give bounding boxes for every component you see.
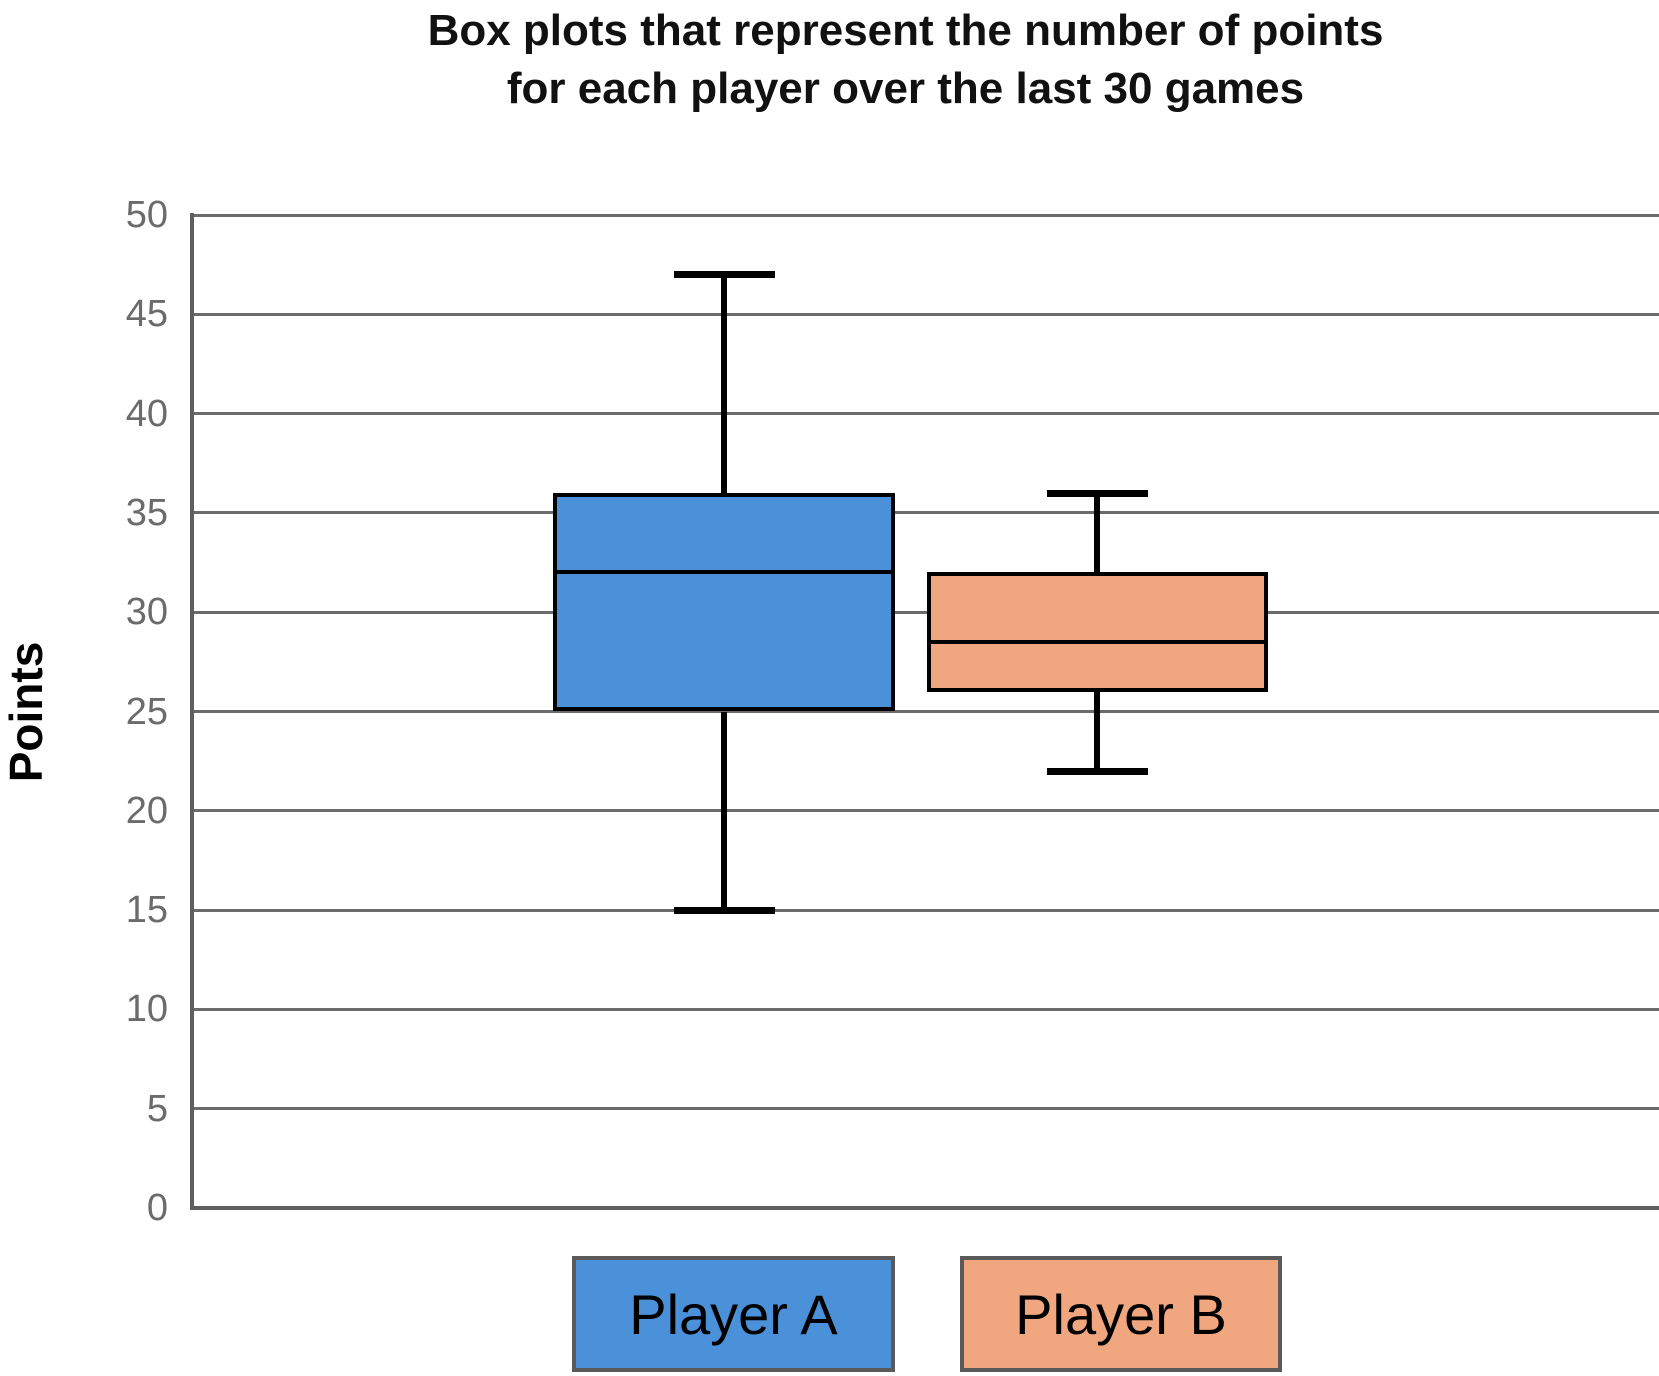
gridline-5 xyxy=(192,1107,1659,1111)
whisker-cap-min-player-a xyxy=(673,906,775,914)
y-tick-label-50: 50 xyxy=(125,194,168,236)
y-tick-label-35: 35 xyxy=(125,491,168,534)
box-player-a xyxy=(553,493,895,712)
whisker-lower-player-a xyxy=(721,711,727,911)
box-player-b xyxy=(926,572,1268,692)
chart-title: Box plots that represent the number of p… xyxy=(172,2,1639,118)
y-axis-line xyxy=(190,213,194,1210)
gridline-35 xyxy=(192,511,1659,515)
gridline-45 xyxy=(192,312,1659,316)
legend-label-player-b: Player B xyxy=(1015,1282,1227,1346)
legend-label-player-a: Player A xyxy=(629,1282,838,1346)
median-player-b xyxy=(926,639,1268,644)
gridline-25 xyxy=(192,710,1659,713)
whisker-lower-player-b xyxy=(1094,691,1100,772)
y-tick-label-10: 10 xyxy=(125,988,168,1031)
gridline-20 xyxy=(192,809,1659,813)
y-tick-label-40: 40 xyxy=(125,392,168,435)
y-tick-label-45: 45 xyxy=(125,293,168,336)
x-axis-line xyxy=(190,1206,1659,1210)
whisker-upper-player-a xyxy=(721,274,727,494)
y-tick-label-0: 0 xyxy=(146,1187,168,1229)
whisker-upper-player-b xyxy=(1094,493,1100,573)
gridline-40 xyxy=(192,412,1659,416)
median-player-a xyxy=(553,570,895,575)
y-axis-label: Points xyxy=(0,641,52,783)
whisker-cap-min-player-b xyxy=(1046,767,1148,775)
y-tick-label-30: 30 xyxy=(125,591,168,634)
y-tick-label-15: 15 xyxy=(125,889,168,932)
whisker-cap-max-player-a xyxy=(673,271,775,279)
y-tick-label-25: 25 xyxy=(125,690,168,733)
chart-title-line1: Box plots that represent the number of p… xyxy=(427,6,1384,55)
gridline-10 xyxy=(192,1007,1659,1011)
gridline-15 xyxy=(192,908,1659,912)
gridline-50 xyxy=(192,213,1659,217)
whisker-cap-max-player-b xyxy=(1046,489,1148,497)
y-tick-label-20: 20 xyxy=(125,789,168,832)
chart-title-line2: for each player over the last 30 games xyxy=(506,64,1305,113)
y-tick-label-5: 5 xyxy=(146,1087,168,1130)
legend-item-player-b: Player B xyxy=(960,1256,1282,1372)
gridline-30 xyxy=(192,610,1659,614)
legend-item-player-a: Player A xyxy=(572,1256,895,1372)
